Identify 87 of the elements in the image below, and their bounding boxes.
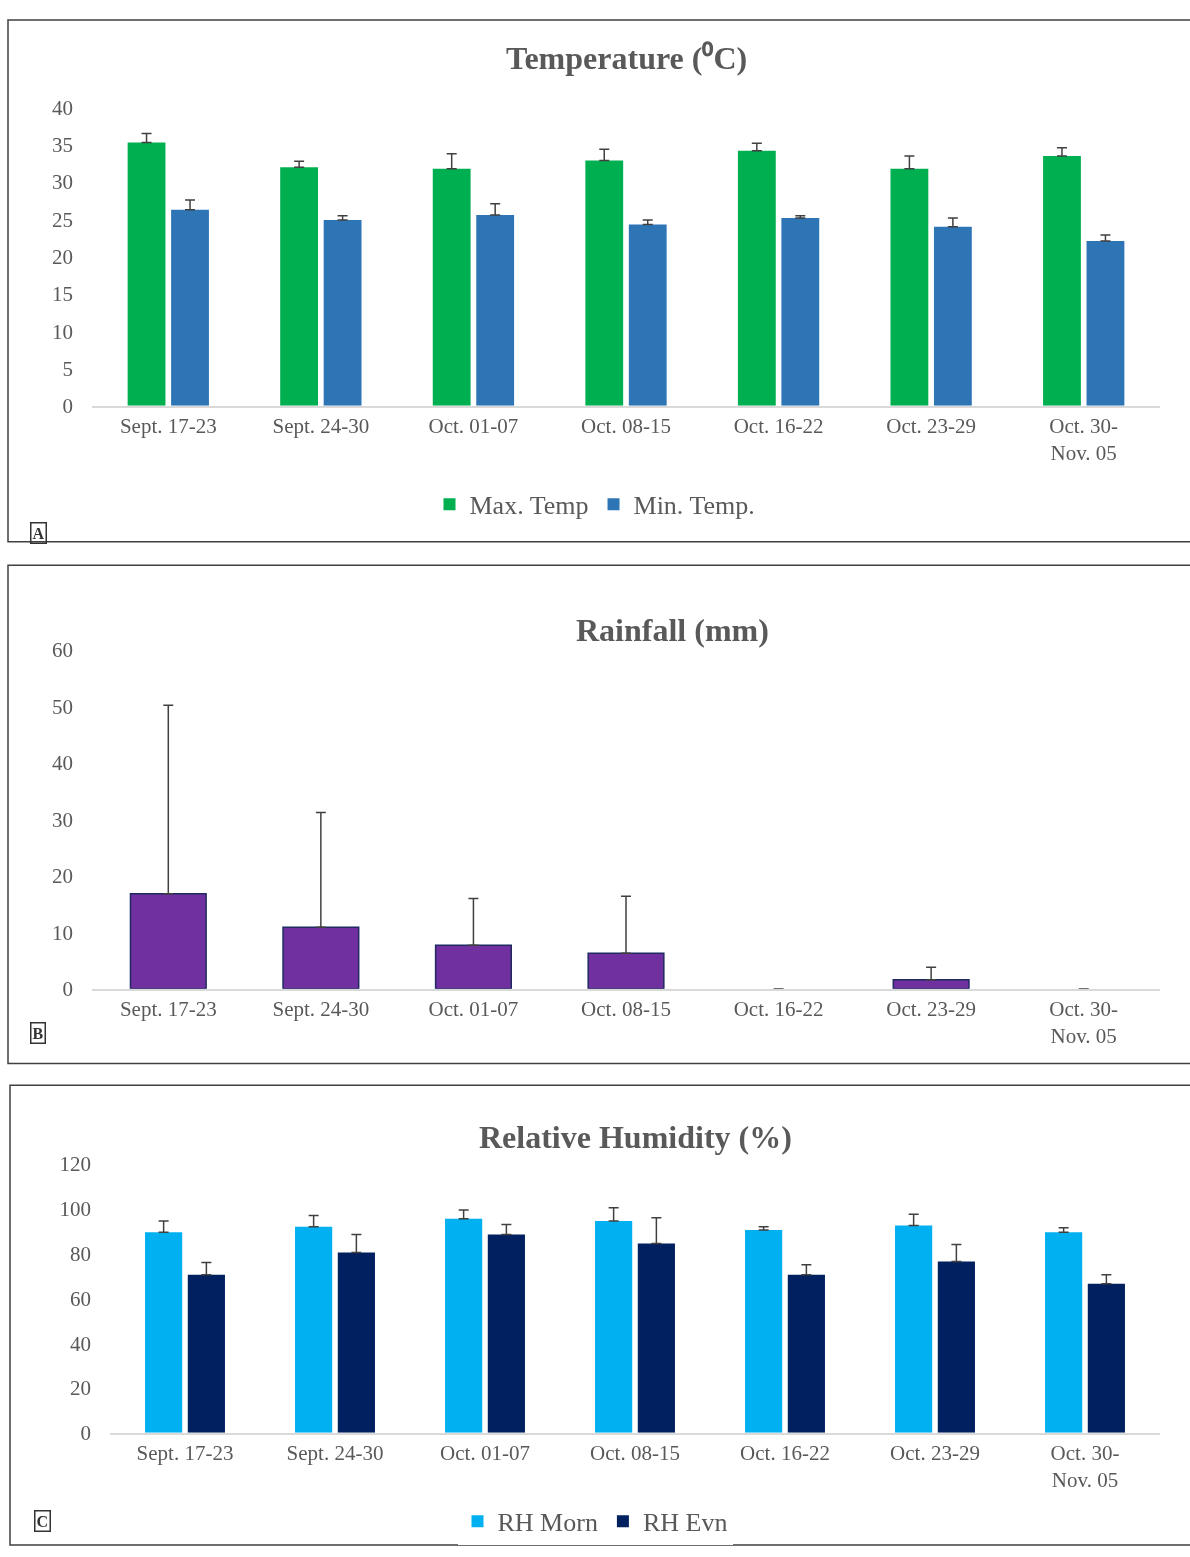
bar — [280, 167, 319, 406]
bar — [890, 168, 929, 406]
y-tick-label: 60 — [70, 1286, 91, 1311]
bar — [1043, 155, 1081, 406]
x-tick-label: Sept. 17-23 — [119, 996, 217, 1021]
y-tick-label: 10 — [52, 920, 73, 945]
y-tick-label: 20 — [52, 245, 73, 270]
chart-title: Temperature (⁰C) — [506, 40, 748, 76]
bar — [895, 1225, 933, 1433]
x-tick-label: Sept. 24-30 — [272, 996, 370, 1021]
y-tick-label: 25 — [52, 207, 73, 232]
bar — [1086, 241, 1125, 406]
x-tick-label: Oct. 01-07 — [428, 413, 519, 438]
x-tick-label: Oct. 08-15 — [590, 1440, 680, 1465]
x-tick-label: Oct. 23-29 — [886, 413, 977, 438]
x-tick-label: Oct. 01-07 — [440, 1440, 530, 1465]
bar — [432, 168, 471, 406]
y-tick-label: 10 — [52, 319, 73, 344]
bar — [595, 1221, 633, 1433]
x-tick-label: Oct. 30- Nov. 05 — [1049, 996, 1119, 1048]
x-tick-label: Oct. 01-07 — [428, 996, 519, 1021]
x-tick-label: Oct. 16-22 — [733, 996, 824, 1021]
bar — [637, 1243, 675, 1433]
bar — [737, 150, 776, 406]
x-tick-label: Oct. 08-15 — [581, 996, 671, 1021]
x-tick-label: Oct. 08-15 — [581, 413, 671, 438]
y-tick-label: 20 — [70, 1376, 91, 1401]
x-tick-label: Sept. 24-30 — [286, 1440, 384, 1465]
bar — [1087, 1283, 1125, 1433]
bar — [129, 893, 207, 989]
legend-label: RH Evn — [642, 1508, 728, 1538]
bar — [295, 1226, 333, 1433]
y-tick-label: 60 — [52, 638, 73, 663]
bar — [434, 944, 513, 989]
x-tick-label: Oct. 23-29 — [886, 996, 977, 1021]
bar — [628, 224, 667, 406]
y-tick-label: 20 — [52, 864, 73, 889]
y-tick-label: 30 — [52, 170, 73, 195]
text: C — [36, 1512, 49, 1530]
y-tick-label: 80 — [70, 1241, 91, 1266]
bar — [1045, 1232, 1083, 1433]
bar — [145, 1232, 183, 1433]
x-tick-label: Oct. 30- Nov. 05 — [1050, 1440, 1120, 1493]
y-tick-label: 15 — [52, 282, 73, 307]
chart-title: Rainfall (mm) — [576, 612, 769, 648]
x-tick-label: Oct. 30- Nov. 05 — [1049, 413, 1119, 466]
bar — [892, 978, 970, 989]
legend-label: Max. Temp — [469, 491, 589, 521]
y-tick-label: 100 — [59, 1197, 91, 1222]
legend-label: RH Morn — [497, 1508, 598, 1538]
x-tick-label: Sept. 17-23 — [119, 413, 217, 438]
bar — [323, 220, 362, 406]
bar — [171, 209, 209, 406]
bar — [487, 1234, 525, 1433]
y-tick-label: 0 — [80, 1421, 91, 1446]
y-tick-label: 120 — [59, 1152, 91, 1177]
x-tick-label: Oct. 23-29 — [890, 1440, 980, 1465]
bar — [933, 226, 972, 406]
x-tick-label: Sept. 17-23 — [136, 1440, 234, 1465]
legend-label: Min. Temp. — [633, 491, 755, 521]
bar — [127, 142, 166, 406]
bar — [445, 1218, 483, 1433]
text: B — [32, 1024, 44, 1042]
y-tick-label: 5 — [62, 356, 73, 381]
bar — [187, 1274, 225, 1433]
bar — [587, 952, 665, 989]
bar — [476, 214, 515, 406]
x-tick-label: Sept. 24-30 — [272, 413, 370, 438]
chart-title: Relative Humidity (%) — [479, 1119, 792, 1155]
bar — [745, 1230, 783, 1433]
bar — [937, 1261, 975, 1433]
y-tick-label: 0 — [62, 977, 73, 1002]
y-tick-label: 50 — [52, 694, 73, 719]
y-tick-label: 0 — [62, 394, 73, 419]
bar — [585, 160, 624, 406]
bar — [282, 926, 360, 989]
bar — [337, 1252, 375, 1433]
y-tick-label: 40 — [52, 751, 73, 776]
y-tick-label: 30 — [52, 807, 73, 832]
y-tick-label: 40 — [70, 1331, 91, 1356]
text: A — [32, 524, 45, 542]
x-tick-label: Oct. 16-22 — [740, 1440, 830, 1465]
y-tick-label: 35 — [52, 133, 73, 158]
y-tick-label: 40 — [52, 95, 73, 120]
bar — [787, 1274, 825, 1433]
bar — [781, 217, 820, 406]
x-tick-label: Oct. 16-22 — [733, 413, 824, 438]
